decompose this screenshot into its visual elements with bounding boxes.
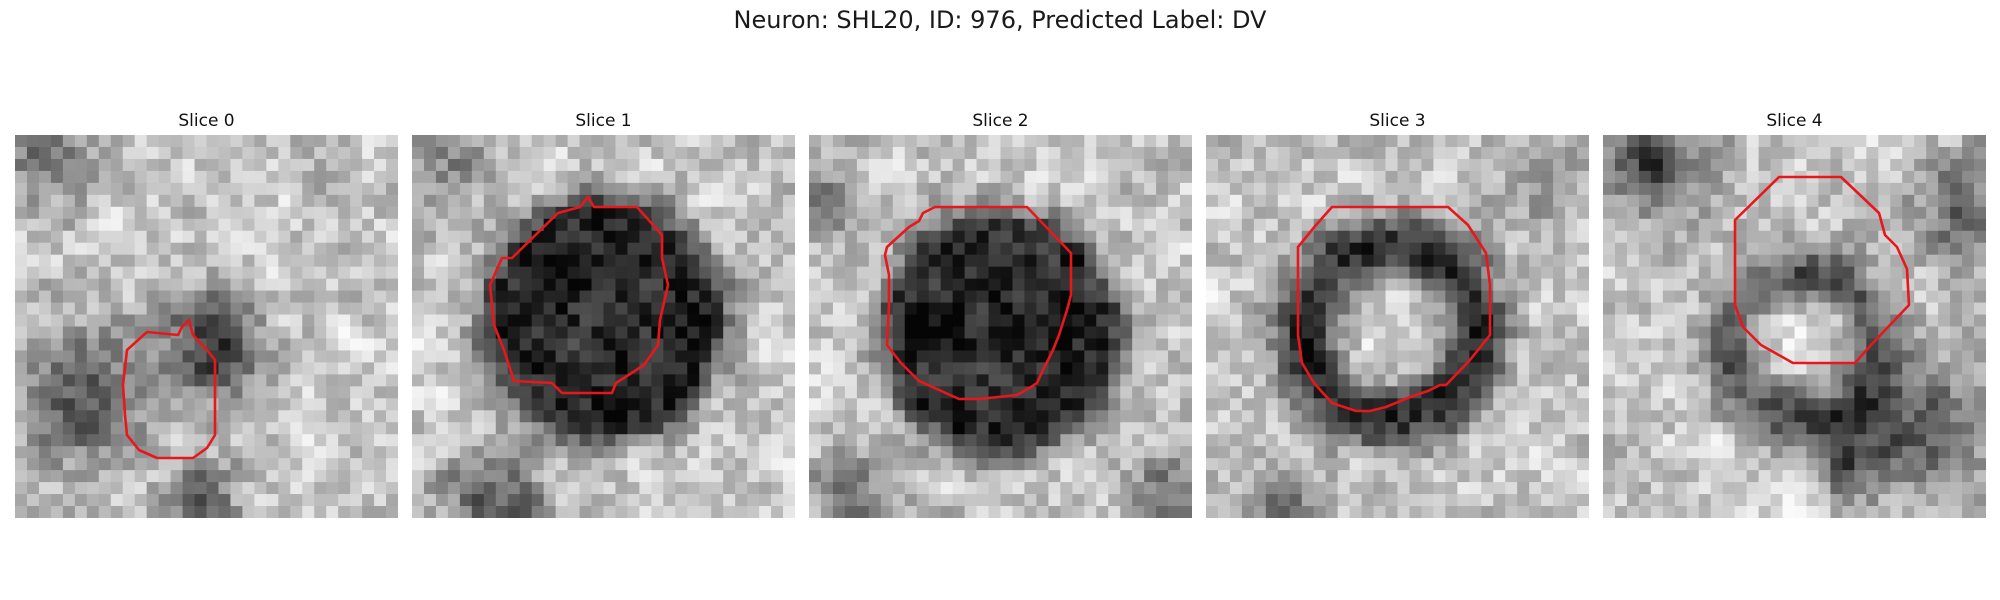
slice-image-0 bbox=[15, 135, 398, 518]
slice-title-3: Slice 3 bbox=[1369, 111, 1426, 131]
roi-contour-3 bbox=[1296, 205, 1492, 413]
slice-title-1: Slice 1 bbox=[575, 111, 632, 131]
slice-image-4 bbox=[1603, 135, 1986, 518]
slice-title-0: Slice 0 bbox=[178, 111, 235, 131]
slice-title-4: Slice 4 bbox=[1766, 111, 1823, 131]
roi-contour-4 bbox=[1733, 175, 1911, 365]
slice-image-2 bbox=[809, 135, 1192, 518]
slice-image-1 bbox=[412, 135, 795, 518]
roi-contour-2 bbox=[883, 205, 1073, 401]
slice-panel-2: Slice 2 bbox=[809, 108, 1192, 518]
slice-panel-3: Slice 3 bbox=[1206, 108, 1589, 518]
roi-contour-1 bbox=[488, 195, 670, 395]
slice-title-2: Slice 2 bbox=[972, 111, 1029, 131]
figure-title: Neuron: SHL20, ID: 976, Predicted Label:… bbox=[733, 6, 1267, 34]
roi-contour-0 bbox=[121, 318, 217, 460]
slice-panel-1: Slice 1 bbox=[412, 108, 795, 518]
slice-panel-0: Slice 0 bbox=[15, 108, 398, 518]
slice-panel-4: Slice 4 bbox=[1603, 108, 1986, 518]
slice-image-3 bbox=[1206, 135, 1589, 518]
